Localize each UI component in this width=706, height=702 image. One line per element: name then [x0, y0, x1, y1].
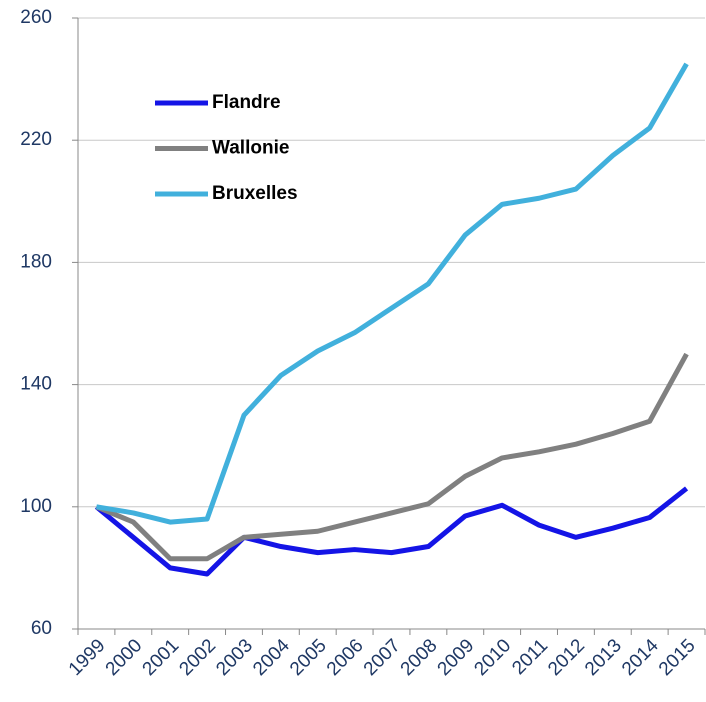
x-tick-label: 2004: [249, 635, 294, 680]
y-tick-label: 180: [20, 251, 52, 272]
line: [95, 352, 689, 562]
x-tick-label: 2011: [508, 635, 552, 679]
x-tick-label: 1999: [65, 635, 110, 680]
x-tick-label: 2010: [470, 635, 515, 680]
x-tick-label: 2001: [139, 635, 184, 680]
y-tick-label: 100: [20, 496, 52, 517]
legend-label: Flandre: [212, 92, 281, 113]
legend-label: Wallonie: [212, 138, 289, 159]
line: [94, 486, 689, 577]
x-tick-label: 2015: [655, 635, 700, 680]
y-tick-label: 140: [20, 374, 52, 395]
x-tick-label: 2009: [434, 635, 479, 680]
line: [96, 62, 689, 525]
legend-label: Bruxelles: [212, 183, 298, 204]
y-tick-label: 60: [31, 618, 52, 639]
x-tick-label: 2013: [581, 635, 626, 680]
x-tick-label: 2012: [544, 635, 589, 680]
x-tick-label: 2003: [212, 635, 257, 680]
x-tick-label: 2002: [175, 635, 220, 680]
x-tick-label: 2005: [286, 635, 331, 680]
y-tick-label: 220: [20, 129, 52, 150]
x-tick-label: 2006: [323, 635, 368, 680]
x-tick-label: 2007: [360, 635, 405, 680]
x-tick-label: 2000: [102, 635, 147, 680]
x-tick-label: 2008: [397, 635, 442, 680]
y-tick-label: 260: [20, 7, 52, 28]
x-tick-label: 2014: [618, 635, 663, 680]
